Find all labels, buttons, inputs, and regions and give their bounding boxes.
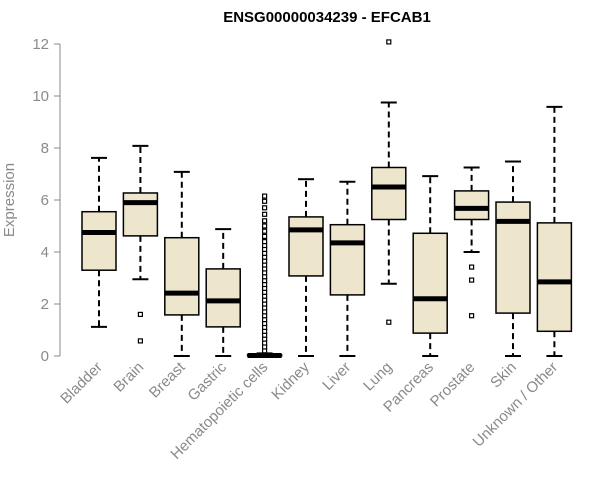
box-breast [164,170,200,357]
x-tick-label: Bladder [57,359,106,408]
y-tick-label: 2 [41,296,49,313]
x-tick-label: Prostate [427,359,479,411]
box-brain [122,144,159,344]
box-iqr [164,236,200,316]
x-tick-label: Breast [146,358,189,401]
box-bladder [81,156,117,328]
box-liver [329,180,366,357]
box-iqr [495,201,531,314]
y-tick-label: 6 [41,192,49,209]
box-hematopoietic-cells [246,193,283,358]
box-iqr [329,223,366,296]
outlier-point [262,223,268,229]
box-iqr [122,192,159,237]
outlier-point [262,239,268,245]
box-prostate [453,166,490,319]
outlier-point [137,311,143,317]
box-iqr [412,232,448,334]
box-lung [371,39,407,325]
box-gastric [205,228,241,357]
x-tick-label: Brain [110,359,147,396]
box-iqr [81,210,117,271]
outlier-point [469,313,475,319]
outlier-point [137,338,143,344]
outlier-point [469,277,475,283]
box-skin [495,160,531,357]
y-tick-label: 10 [32,88,49,105]
box-iqr [536,222,573,333]
x-tick-label: Lung [360,359,396,395]
chart-title: ENSG00000034239 - EFCAB1 [223,9,431,26]
y-tick-label: 0 [41,348,49,365]
box-iqr [371,166,407,221]
outlier-point [386,319,392,325]
box-kidney [288,178,324,357]
y-tick-label: 4 [41,244,49,261]
outlier-point [262,198,268,204]
box-iqr [205,268,241,328]
box-iqr [288,216,324,277]
x-tick-label: Skin [487,359,520,392]
outlier-point [262,233,268,239]
outlier-point [262,228,268,234]
box-unknown-other [536,105,573,357]
outlier-point [386,39,392,45]
x-tick-label: Liver [319,359,354,394]
outlier-point [262,205,268,211]
outlier-point [469,264,475,270]
y-axis: 0 2 4 6 8 10 12 [32,36,61,365]
y-axis-title: Expression [1,163,18,237]
outlier-point [262,218,268,224]
y-tick-label: 8 [41,140,49,157]
box-pancreas [412,175,448,357]
boxes-group [81,39,573,358]
y-tick-label: 12 [32,36,49,53]
outlier-point [262,211,268,217]
x-tick-label: Kidney [268,358,313,403]
box-iqr [453,190,490,221]
outlier-point [262,193,268,199]
